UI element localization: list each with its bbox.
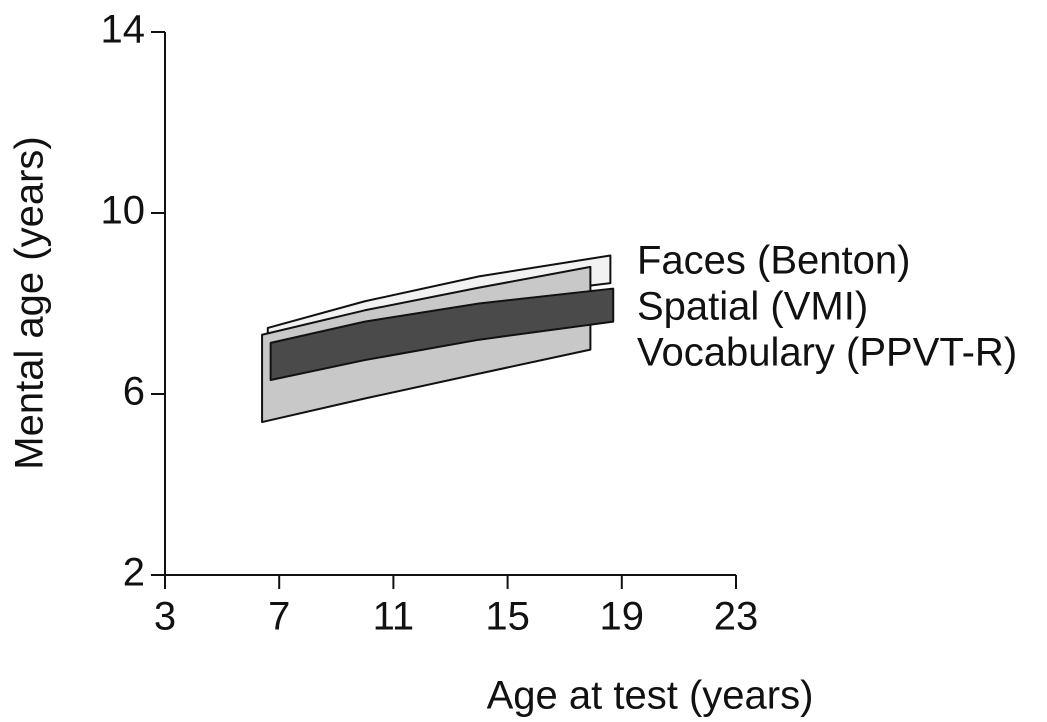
y-tick-label: 10 (101, 189, 146, 233)
x-tick-label: 15 (485, 595, 530, 639)
x-axis-label: Age at test (years) (487, 674, 814, 718)
y-axis-label: Mental age (years) (8, 136, 52, 469)
band (269, 287, 615, 381)
legend-label: Vocabulary (PPVT-R) (637, 331, 1017, 375)
y-tick-label: 6 (123, 370, 145, 414)
x-tick-label: 19 (600, 595, 645, 639)
x-tick-label: 3 (154, 595, 176, 639)
x-tick-label: 23 (714, 595, 759, 639)
legend-label: Spatial (VMI) (637, 285, 868, 329)
y-tick-label: 14 (101, 8, 146, 52)
legend-label: Faces (Benton) (637, 239, 910, 283)
x-tick-label: 7 (268, 595, 290, 639)
y-tick-label: 2 (123, 551, 145, 595)
x-tick-label: 11 (373, 595, 415, 639)
